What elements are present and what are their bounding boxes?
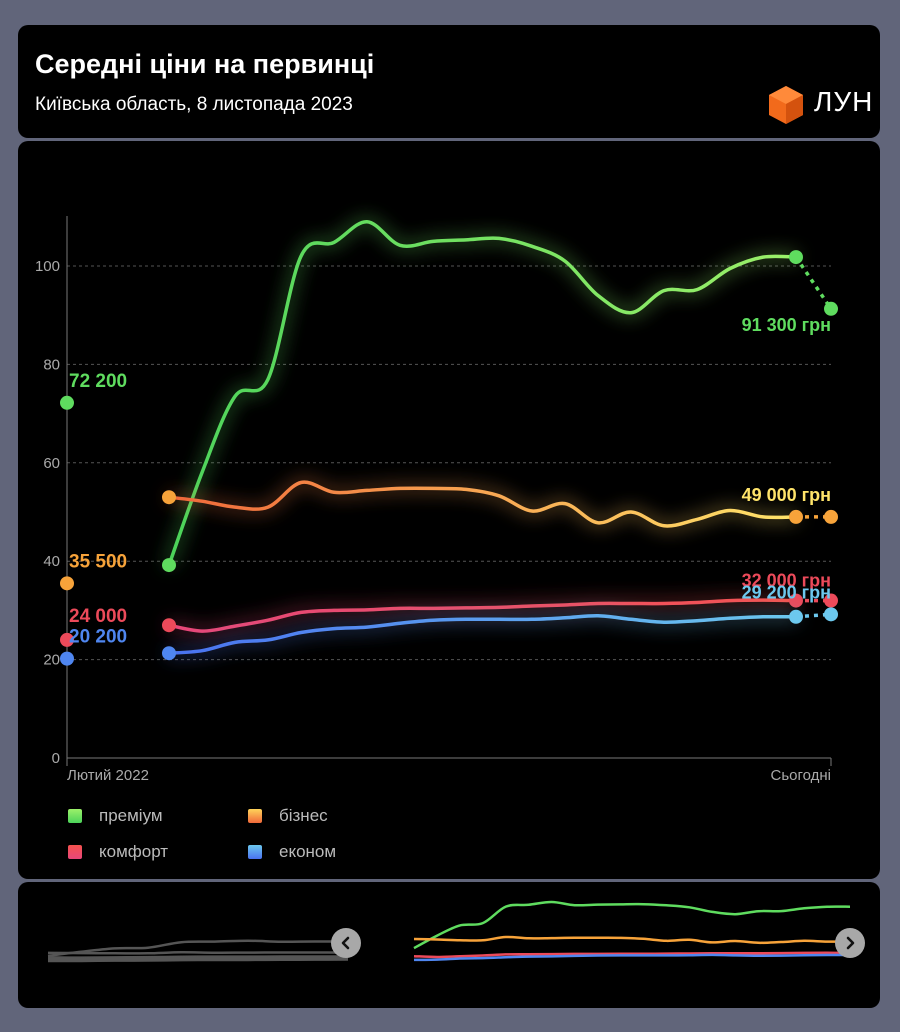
chevron-right-icon (846, 936, 855, 950)
end-value-label-comfort: 32 000 грн (742, 571, 831, 591)
series-business (60, 480, 838, 591)
end-value-label-business: 49 000 грн (742, 485, 831, 505)
legend-label-premium: преміум (99, 806, 163, 825)
navigator-dim-series-premium (47, 939, 348, 958)
navigator-series-economy (413, 953, 850, 962)
page-subtitle: Київська область, 8 листопада 2023 (35, 94, 353, 115)
start-value-label-economy: 20 200 (69, 627, 127, 648)
series-projection-premium (794, 256, 833, 310)
navigator-series-comfort (413, 951, 851, 959)
chevron-left-icon (341, 936, 350, 950)
series-first-point-economy[interactable] (162, 646, 176, 661)
series-line-premium (167, 219, 798, 567)
series-comfort (60, 593, 838, 647)
logo-text: ЛУН (814, 86, 874, 117)
x-tick-label-start: Лютий 2022 (67, 767, 149, 784)
navigator-dim-series-economy (47, 955, 349, 963)
series-current-point-comfort[interactable] (824, 593, 838, 608)
legend-item-premium[interactable]: преміум (68, 806, 163, 826)
start-value-label-business: 35 500 (69, 551, 127, 572)
series-line-business (167, 480, 798, 528)
data-labels: 72 200 91 300 грн 35 500 49 000 грн 24 000 32… (69, 315, 831, 648)
series-current-point-economy[interactable] (824, 607, 838, 622)
legend-item-economy[interactable]: економ (248, 842, 336, 862)
axes: 0 20 40 60 80 100 Лютий 2022 Сьогодні (35, 216, 832, 784)
series-first-point-premium[interactable] (162, 558, 176, 573)
navigator-series-business (413, 935, 851, 945)
series-initial-point-comfort[interactable] (60, 632, 74, 647)
series-initial-point-economy[interactable] (60, 651, 74, 666)
legend-item-comfort[interactable]: комфорт (68, 842, 168, 862)
series-line-comfort (167, 598, 798, 633)
lun-logo: ЛУН (766, 84, 874, 126)
series-current-point-business[interactable] (824, 509, 838, 524)
chart-card: 0 20 40 60 80 100 Лютий 2022 Сьогодні 72 200 91 … (18, 141, 880, 879)
end-value-label-premium: 91 300 грн (742, 315, 831, 335)
series-first-point-comfort[interactable] (162, 618, 176, 633)
y-tick-label: 80 (43, 356, 60, 373)
legend-label-business: бізнес (279, 806, 328, 825)
navigator-card (18, 882, 880, 1008)
legend-label-economy: економ (279, 842, 337, 861)
y-tick-label: 0 (52, 750, 60, 767)
header-card: Середні ціни на первинці Київська област… (18, 25, 880, 138)
legend-swatch-comfort (68, 845, 82, 859)
series-economy (60, 607, 838, 666)
navigator-dim-series-business (47, 951, 349, 955)
y-tick-label: 40 (43, 553, 60, 570)
y-tick-label: 20 (43, 652, 60, 669)
legend-swatch-economy (248, 845, 262, 859)
grid (67, 265, 831, 661)
y-tick-label: 100 (35, 258, 60, 275)
navigator-series-premium (413, 900, 851, 950)
series (60, 219, 838, 666)
end-value-label-economy: 29 200 грн (742, 582, 831, 602)
legend-swatch-premium (68, 809, 82, 823)
line-chart: 0 20 40 60 80 100 Лютий 2022 Сьогодні 72 200 91 … (35, 216, 838, 784)
navigator-prev-button[interactable] (331, 928, 361, 958)
navigator-next-button[interactable] (835, 928, 865, 958)
legend-item-business[interactable]: бізнес (248, 806, 328, 826)
start-value-label-premium: 72 200 (69, 371, 127, 392)
page-title: Середні ціни на первинці (35, 49, 375, 79)
legend: преміум бізнес комфорт економ (68, 806, 428, 886)
navigator-overview[interactable] (18, 882, 880, 1008)
y-tick-label: 60 (43, 455, 60, 472)
series-initial-point-business[interactable] (60, 576, 74, 591)
legend-swatch-business (248, 809, 262, 823)
series-first-point-business[interactable] (162, 490, 176, 505)
series-premium (60, 219, 838, 573)
legend-label-comfort: комфорт (99, 842, 169, 861)
x-tick-label-end: Сьогодні (770, 767, 831, 784)
series-current-point-premium[interactable] (824, 301, 838, 316)
series-line-economy (167, 614, 798, 655)
cube-logo-icon (769, 86, 803, 124)
series-initial-point-premium[interactable] (60, 395, 74, 410)
start-value-label-comfort: 24 000 (69, 606, 127, 627)
